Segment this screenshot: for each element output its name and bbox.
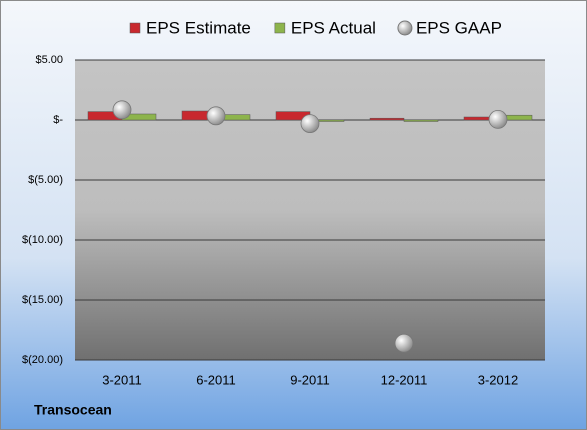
- bar: [403, 119, 439, 122]
- plot-area: [75, 60, 545, 360]
- marker: [488, 110, 508, 129]
- footer: Transocean: [34, 402, 112, 418]
- y-tick-label: $(10.00): [22, 234, 63, 246]
- bar: [369, 117, 405, 121]
- legend-marker: [274, 22, 286, 34]
- marker: [206, 106, 226, 126]
- x-tick-label: 3-2012: [478, 372, 518, 387]
- y-tick-label: $(5.00): [28, 174, 63, 186]
- marker: [394, 333, 414, 353]
- legend-label: EPS GAAP: [416, 18, 502, 37]
- marker: [112, 100, 132, 120]
- y-tick-label: $(15.00): [22, 294, 63, 306]
- y-tick-label: $-: [53, 114, 63, 126]
- x-tick-label: 12-2011: [381, 372, 428, 387]
- legend-marker: [129, 22, 141, 34]
- x-tick-label: 6-2011: [196, 372, 236, 387]
- legend-label: EPS Actual: [291, 18, 376, 37]
- legend-marker: [397, 20, 413, 36]
- y-tick-label: $(20.00): [22, 354, 63, 366]
- x-tick-label: 9-2011: [290, 372, 330, 387]
- legend-label: EPS Estimate: [146, 18, 251, 37]
- marker: [300, 114, 320, 133]
- x-tick-label: 3-2011: [102, 372, 142, 387]
- y-tick-label: $5.00: [35, 54, 63, 66]
